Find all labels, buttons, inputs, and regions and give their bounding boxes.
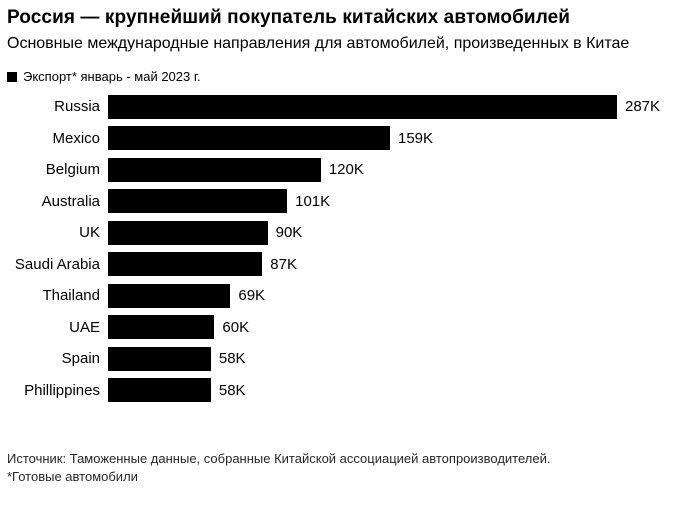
bar [108,315,215,340]
bar-chart: Russia 287K Mexico 159K Belgium 120K Aus… [7,91,671,406]
bar [108,378,211,403]
bar-value: 90K [275,224,303,242]
legend-label: Экспорт* январь - май 2023 г. [23,69,201,84]
bar [108,94,617,119]
bar [108,157,321,182]
bar-label: Russia [54,98,100,116]
bar [108,220,268,245]
bar [108,189,288,214]
bar-row: Australia 101K [7,186,671,218]
bar-value: 120K [328,161,364,179]
bar-row: Spain 58K [7,343,671,375]
legend-swatch-icon [7,72,17,82]
bar-label: Spain [61,350,100,368]
bar [108,283,231,308]
bar-row: UAE 60K [7,312,671,344]
bar-value: 87K [270,255,297,273]
bar [108,252,263,277]
bar-row: Phillippines 58K [7,375,671,407]
chart-title: Россия — крупнейший покупатель китайских… [7,7,571,28]
bar-label: Australia [41,192,100,210]
bar-label: Saudi Arabia [14,255,100,273]
bar-value: 159K [397,129,434,147]
bar-row: Mexico 159K [7,123,671,155]
chart-subtitle: Основные международные направления для а… [7,35,630,52]
bar-label: Mexico [52,129,100,147]
bar-row: Russia 287K [7,91,671,123]
bar-label: Thailand [42,287,100,305]
footer: Источник: Таможенные данные, собранные К… [7,450,671,486]
bar-value: 58K [218,381,246,399]
source-note: Источник: Таможенные данные, собранные К… [7,451,551,466]
bar-value: 58K [218,350,246,368]
bar-row: UK 90K [7,217,671,249]
bar-label: UK [79,224,100,242]
bar-row: Saudi Arabia 87K [7,249,671,281]
bar-value: 287K [625,98,661,116]
bar-value: 60K [222,318,250,336]
footnote: *Готовые автомобили [7,469,138,484]
bar [108,126,390,151]
legend: Экспорт* январь - май 2023 г. [7,70,671,84]
bar-value: 69K [238,287,266,305]
bar [108,346,211,371]
bar-value: 101K [295,192,331,210]
bar-label: UAE [69,318,100,336]
bar-row: Thailand 69K [7,280,671,312]
bar-row: Belgium 120K [7,154,671,186]
bar-label: Belgium [45,161,100,179]
bar-label: Phillippines [24,381,100,399]
